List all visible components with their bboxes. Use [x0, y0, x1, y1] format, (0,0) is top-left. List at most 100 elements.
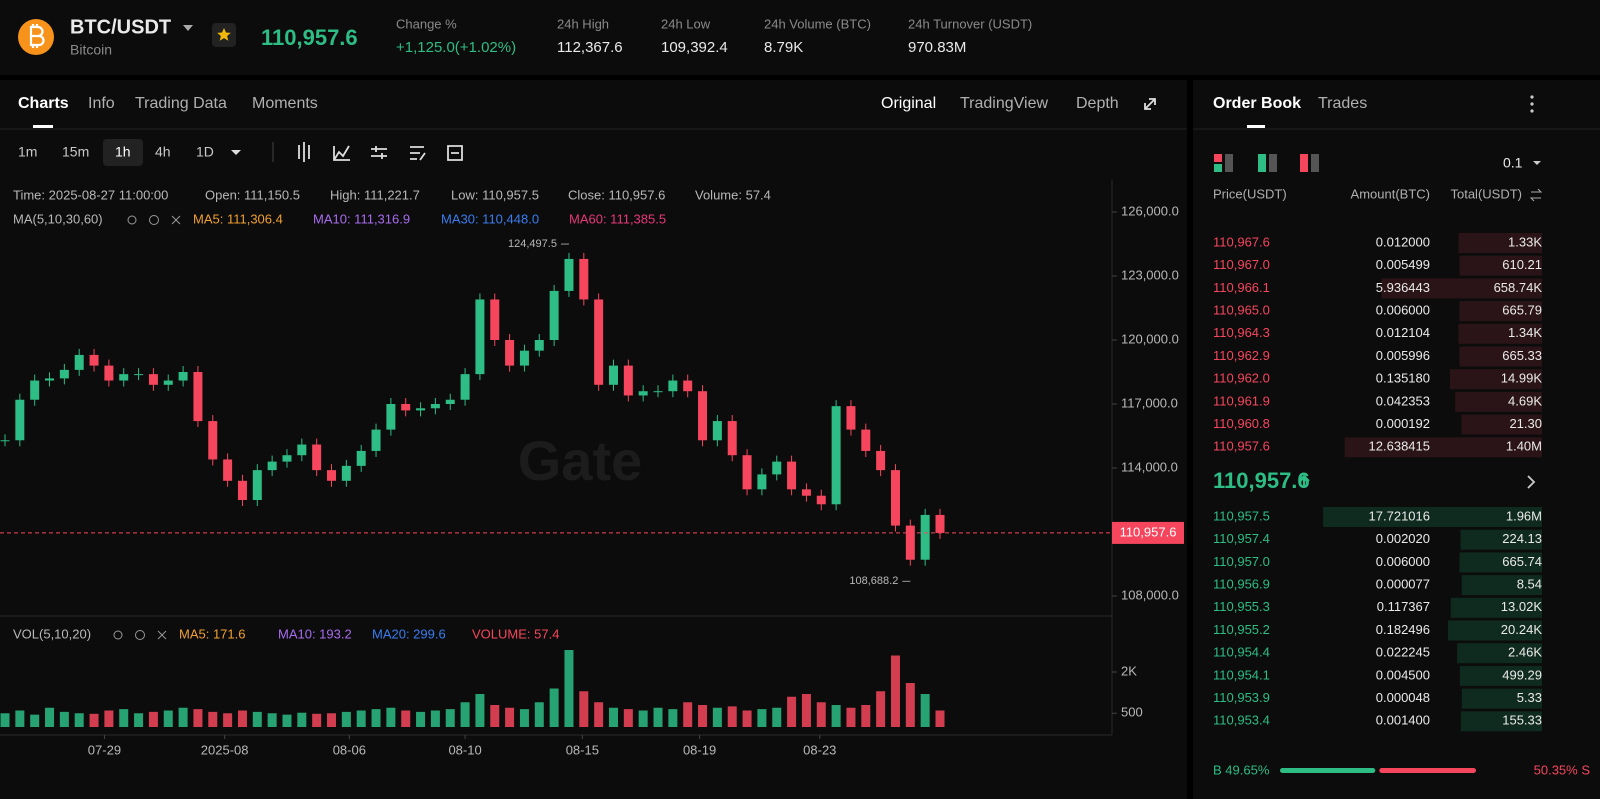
precision[interactable]: 0.1	[1503, 155, 1523, 171]
last-price-label: 110,957.6	[1120, 524, 1177, 539]
interval[interactable]: 4h	[155, 144, 171, 160]
tab-underline	[33, 125, 53, 128]
ob-amount: 0.117367	[1377, 599, 1430, 614]
symbol[interactable]: BTC/USDT	[70, 16, 171, 38]
volume-bar	[148, 711, 158, 727]
depth-bar	[1461, 575, 1542, 596]
ob-view-icons[interactable]	[1214, 154, 1319, 172]
view-tab[interactable]: TradingView	[960, 95, 1048, 112]
candle-body	[861, 429, 871, 451]
volume-bar	[890, 655, 900, 727]
candle-body	[312, 444, 322, 471]
view-tab[interactable]: Depth	[1076, 95, 1119, 112]
stat-value: 109,392.4	[661, 39, 728, 56]
eye-icon[interactable]	[127, 215, 137, 225]
volume-bar	[505, 707, 515, 727]
precision-caret[interactable]	[1533, 161, 1541, 165]
ob-tab[interactable]: Trades	[1318, 95, 1367, 112]
ob-price: 110,961.9	[1213, 393, 1270, 408]
candle-body	[549, 290, 559, 340]
volume-bar	[608, 707, 618, 727]
ob-amount: 0.022245	[1376, 645, 1430, 660]
volume-bar	[519, 709, 529, 727]
ob-menu[interactable]	[1530, 95, 1534, 113]
order-book: Order Book Trades 0.1 Price(USDT) Amount(BTC…	[1213, 95, 1590, 777]
candle-body	[178, 372, 188, 381]
x-tick-label: 07-29	[88, 742, 121, 757]
mid-price: 110,957.6	[1213, 468, 1310, 493]
toolbar-icons[interactable]	[298, 142, 463, 162]
x-tick-label: 2025-08	[201, 742, 249, 757]
volume-bar	[208, 711, 218, 727]
ob-price: 110,962.9	[1213, 348, 1270, 363]
eye-icon[interactable]	[113, 630, 123, 640]
depth-bar	[1323, 507, 1542, 527]
interval[interactable]: 1h	[115, 144, 131, 160]
depth-bar	[1459, 665, 1542, 686]
volume-bar	[579, 691, 589, 727]
candle-body	[594, 299, 604, 385]
volume-bar	[59, 711, 69, 727]
y-tick-label: 120,000.0	[1121, 331, 1179, 346]
candle-body	[327, 470, 337, 481]
tab[interactable]: Moments	[252, 95, 318, 112]
ob-total: 5.33	[1517, 690, 1542, 705]
sort-icon[interactable]	[1529, 188, 1543, 202]
ma-value: MA5: 111,306.4	[193, 211, 283, 226]
volume-bar	[905, 683, 915, 727]
volume-bar	[787, 696, 797, 727]
tab[interactable]: Trading Data	[135, 95, 227, 112]
ob-tab[interactable]: Order Book	[1213, 95, 1301, 112]
volume-bar	[104, 710, 114, 727]
gear-icon[interactable]	[149, 215, 159, 225]
symbol-caret[interactable]	[183, 25, 193, 31]
ob-price: 110,962.0	[1213, 371, 1270, 386]
chart-panel	[0, 80, 1187, 799]
depth-bar	[1447, 620, 1542, 641]
candle-body	[30, 380, 40, 400]
y-tick-label: 126,000.0	[1121, 203, 1179, 218]
y-tick-label: 108,000.0	[1121, 587, 1179, 602]
depth-bar	[1459, 255, 1542, 276]
mid-chevron[interactable]	[1527, 475, 1536, 489]
ob-total: 155.33	[1502, 713, 1542, 728]
volume-bar	[801, 694, 811, 727]
extreme-label: 124,497.5	[508, 238, 557, 250]
ob-amount: 0.182496	[1376, 622, 1430, 637]
candle-body	[59, 369, 69, 379]
x-tick-label: 08-06	[333, 742, 366, 757]
volume-bar	[297, 712, 307, 727]
ob-total: 1.40M	[1506, 439, 1542, 454]
tab[interactable]: Charts	[18, 95, 69, 112]
close-icon[interactable]	[157, 630, 167, 640]
candle-body	[104, 365, 114, 381]
ob-total: 1.34K	[1508, 325, 1542, 340]
expand-icon[interactable]	[1144, 98, 1156, 110]
volume-bar	[327, 713, 337, 727]
watermark: Gate	[518, 429, 643, 492]
interval[interactable]: 1D	[196, 144, 214, 160]
interval[interactable]: 15m	[62, 144, 89, 160]
coin-glyph	[29, 24, 45, 48]
interval[interactable]: 1m	[18, 144, 37, 160]
ob-total: 20.24K	[1501, 622, 1543, 637]
volume-bar	[727, 706, 737, 727]
ob-total: 665.33	[1502, 348, 1542, 363]
candle-body	[668, 380, 678, 392]
candle-body	[564, 258, 574, 291]
interval-caret[interactable]	[231, 150, 241, 155]
volume-bar	[460, 702, 470, 727]
volume-bar	[74, 713, 84, 727]
gear-icon[interactable]	[135, 630, 145, 640]
stat-label: 24h Turnover (USDT)	[908, 16, 1032, 31]
ob-amount: 0.005996	[1376, 348, 1430, 363]
view-tab[interactable]: Original	[881, 95, 936, 112]
ob-amount: 0.004500	[1376, 667, 1430, 682]
vol-ma: MA20: 299.6	[372, 626, 446, 641]
candle-body	[876, 450, 886, 471]
tab[interactable]: Info	[88, 95, 115, 112]
ob-amount: 0.001400	[1376, 713, 1430, 728]
volume-bar	[430, 710, 440, 727]
volume-bar	[401, 710, 411, 727]
close-icon[interactable]	[171, 215, 181, 225]
